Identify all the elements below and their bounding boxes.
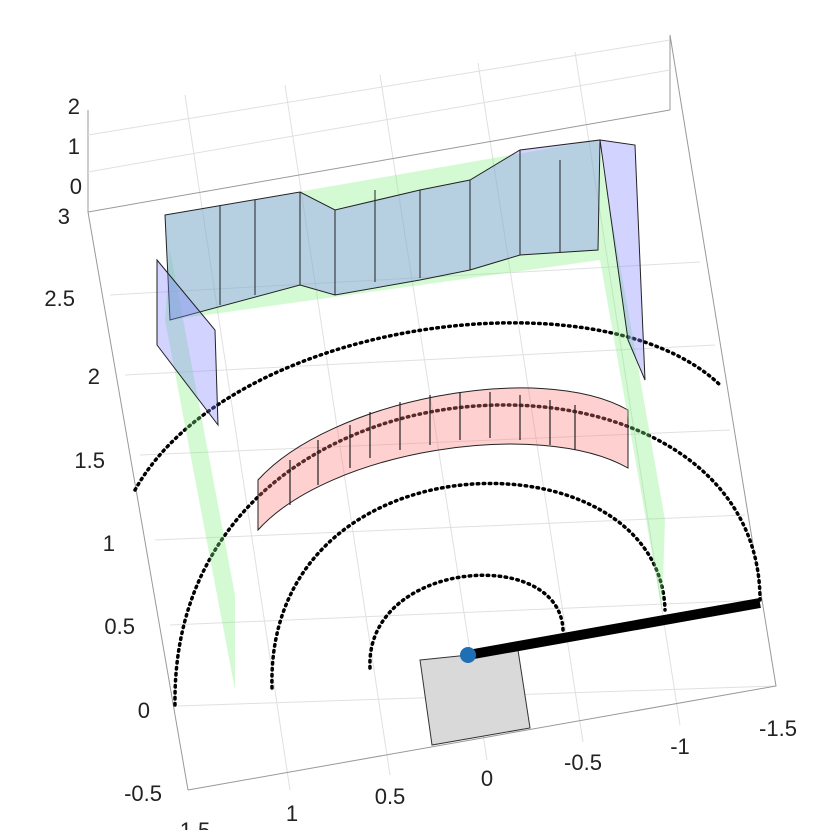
axes-box — [87, 34, 777, 791]
y-ticks-label: 3 — [58, 204, 70, 229]
y-ticks-label: 0.5 — [104, 614, 135, 639]
floor-shapes — [419, 598, 761, 746]
z-ticks-label: 0 — [70, 174, 82, 199]
y-ticks-label: 2.5 — [44, 286, 75, 311]
z-ticks-label: 1 — [68, 134, 80, 159]
y-ticks-label: 1 — [103, 531, 115, 556]
y-ticks-label: -0.5 — [124, 781, 162, 806]
x-ticks-label: 1.5 — [180, 818, 211, 830]
walls — [156, 139, 665, 690]
red-obstacle — [257, 387, 629, 532]
z-ticks-label: 2 — [68, 94, 80, 119]
x-ticks-label: -0.5 — [564, 750, 602, 775]
y-ticks-label: 0 — [138, 698, 150, 723]
arm — [467, 598, 761, 660]
x-ticks-label: 1 — [286, 801, 298, 826]
y-ticks-label: 2 — [88, 364, 100, 389]
x-ticks-label: -1 — [670, 734, 690, 759]
x-ticks-label: 0 — [481, 766, 493, 791]
robot-base — [419, 649, 531, 746]
range-arcs — [133, 321, 762, 707]
y-ticks-label: 1.5 — [74, 448, 105, 473]
x-ticks-label: 0.5 — [375, 784, 406, 809]
x-ticks-label: -1.5 — [759, 716, 797, 741]
joint — [460, 647, 476, 663]
